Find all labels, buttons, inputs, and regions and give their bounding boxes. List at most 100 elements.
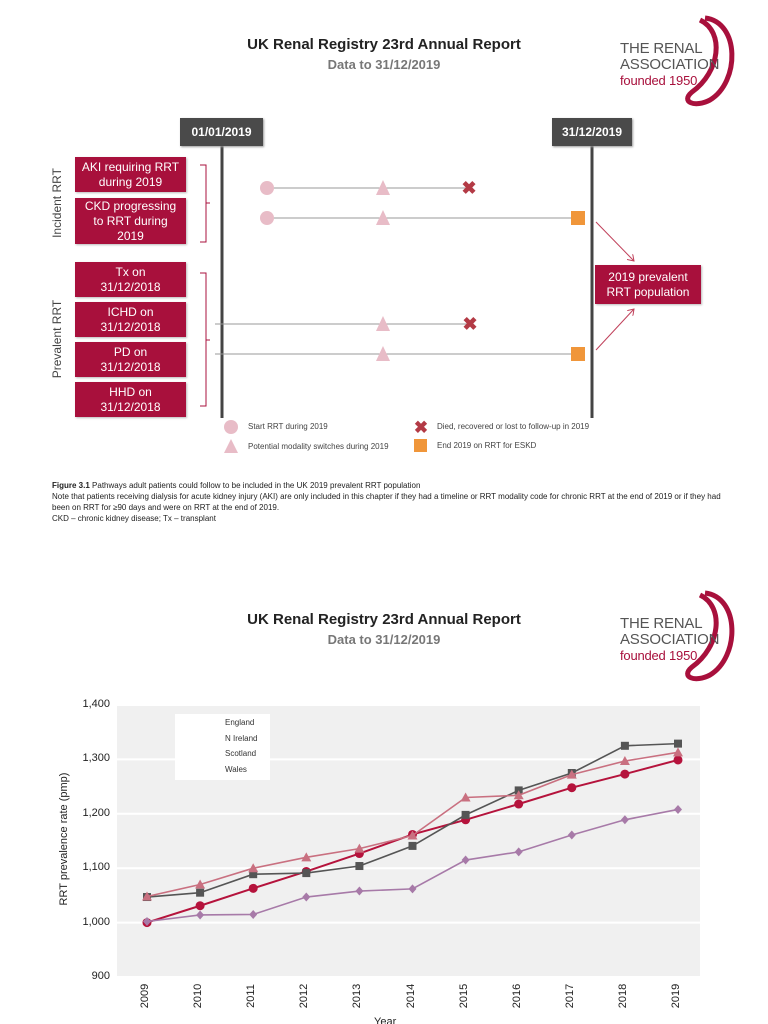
data-point-england <box>673 755 683 765</box>
data-point-wales <box>619 756 630 766</box>
data-point-n-ireland <box>408 841 417 850</box>
renal-association-logo: THE RENAL ASSOCIATION founded 1950 <box>600 12 735 107</box>
logo-swoosh-icon <box>685 15 735 107</box>
pathway-row-pd <box>215 346 585 361</box>
date-end-label: 31/12/2019 <box>552 118 632 146</box>
data-point-england <box>514 799 524 809</box>
pathway-row-ichd: ✖ <box>215 314 478 334</box>
data-point-n-ireland <box>249 870 258 879</box>
incident-bracket <box>200 164 210 243</box>
arrow-to-prevalent <box>595 309 634 351</box>
legend-label-n-ireland: N Ireland <box>225 733 258 743</box>
data-point-wales <box>354 843 365 853</box>
data-point-scotland <box>461 855 470 865</box>
data-point-scotland <box>249 909 258 919</box>
end-square-icon <box>571 347 585 361</box>
data-point-england <box>195 901 205 911</box>
x-tick-label: 2012 <box>298 983 311 1009</box>
data-point-england <box>567 783 577 793</box>
data-point-wales <box>566 769 577 779</box>
switch-triangle-icon <box>376 180 390 195</box>
box-pd: PD on 31/12/2018 <box>75 342 186 377</box>
incident-rrt-label: Incident RRT <box>50 168 64 238</box>
data-point-scotland <box>514 847 523 857</box>
date-start-label: 01/01/2019 <box>180 118 263 146</box>
data-point-scotland <box>143 917 151 927</box>
prevalence-line-chart <box>117 704 700 978</box>
y-tick-label: 1,200 <box>82 806 110 819</box>
data-point-scotland <box>674 804 682 814</box>
data-point-n-ireland <box>674 739 682 748</box>
data-point-n-ireland <box>461 810 470 819</box>
data-point-n-ireland <box>196 888 205 897</box>
figure-note: Note that patients receiving dialysis fo… <box>52 492 721 512</box>
legend-circle-icon <box>224 420 238 434</box>
data-point-wales <box>513 790 524 800</box>
x-tick-label: 2018 <box>617 983 630 1009</box>
x-tick-label: 2014 <box>404 983 417 1009</box>
switch-triangle-icon <box>376 316 390 331</box>
x-tick-label: 2011 <box>245 984 258 1008</box>
legend-square-icon <box>414 439 427 452</box>
legend-cross-icon: ✖ <box>414 418 428 437</box>
y-axis-label: RRT prevalence rate (pmp) <box>58 772 70 906</box>
died-cross-icon: ✖ <box>461 178 476 198</box>
y-tick-label: 1,000 <box>82 915 110 928</box>
data-point-wales <box>407 830 418 840</box>
logo-swoosh-icon <box>685 590 735 682</box>
figure-abbrev: CKD – chronic kidney disease; Tx – trans… <box>52 514 216 523</box>
start-circle-icon <box>260 211 274 225</box>
data-point-wales <box>673 747 683 757</box>
y-tick-label: 1,100 <box>82 861 110 874</box>
report-title-2: UK Renal Registry 23rd Annual Report <box>247 611 521 628</box>
x-tick-label: 2009 <box>139 983 152 1009</box>
data-point-wales <box>195 879 206 889</box>
x-axis-label: Year <box>374 1016 397 1024</box>
end-square-icon <box>571 211 585 225</box>
switch-triangle-icon <box>376 210 390 225</box>
data-point-wales <box>301 852 312 862</box>
data-point-scotland <box>408 884 417 894</box>
x-tick-label: 2019 <box>670 983 683 1009</box>
x-tick-label: 2015 <box>457 983 470 1009</box>
switch-triangle-icon <box>376 346 390 361</box>
died-cross-icon: ✖ <box>462 314 477 334</box>
report-title: UK Renal Registry 23rd Annual Report <box>247 36 521 53</box>
x-tick-label: 2016 <box>510 983 523 1009</box>
box-aki: AKI requiring RRT during 2019 <box>75 157 186 192</box>
x-tick-label: 2010 <box>192 983 205 1009</box>
data-point-n-ireland <box>355 862 364 871</box>
data-point-england <box>620 769 630 779</box>
data-point-n-ireland <box>620 741 629 750</box>
data-point-n-ireland <box>302 869 311 878</box>
x-tick-label: 2013 <box>351 983 364 1009</box>
start-circle-icon <box>260 181 274 195</box>
arrow-to-prevalent <box>595 221 634 261</box>
prevalent-bracket <box>200 272 210 407</box>
data-point-scotland <box>567 830 576 840</box>
figure-title: Pathways adult patients could follow to … <box>92 481 421 490</box>
legend-label-wales: Wales <box>225 764 247 774</box>
prevalent-rrt-label: Prevalent RRT <box>50 299 64 379</box>
box-prevalent-population: 2019 prevalent RRT population <box>595 265 701 304</box>
figure-caption: Figure 3.1 Pathways adult patients could… <box>52 480 722 524</box>
figure-label: Figure 3.1 <box>52 481 90 490</box>
y-tick-label: 900 <box>91 970 110 982</box>
x-tick-label: 2017 <box>564 983 577 1009</box>
report-subtitle: Data to 31/12/2019 <box>327 57 441 72</box>
y-tick-label: 1,400 <box>82 698 110 710</box>
legend-label-scotland: Scotland <box>225 749 257 758</box>
legend-triangle-icon <box>224 439 238 453</box>
pathway-row-aki: ✖ <box>260 178 477 198</box>
data-point-scotland <box>355 886 364 896</box>
data-point-scotland <box>620 815 629 825</box>
box-ichd: ICHD on 31/12/2018 <box>75 302 186 337</box>
pathway-row-ckd <box>260 210 585 225</box>
legend-end-label: End 2019 on RRT for ESKD <box>437 441 537 450</box>
box-tx: Tx on 31/12/2018 <box>75 262 186 297</box>
data-point-wales <box>248 863 259 873</box>
data-point-wales <box>460 792 471 802</box>
legend-label-england: England <box>225 718 255 727</box>
renal-association-logo-2: THE RENAL ASSOCIATION founded 1950 <box>600 587 735 682</box>
